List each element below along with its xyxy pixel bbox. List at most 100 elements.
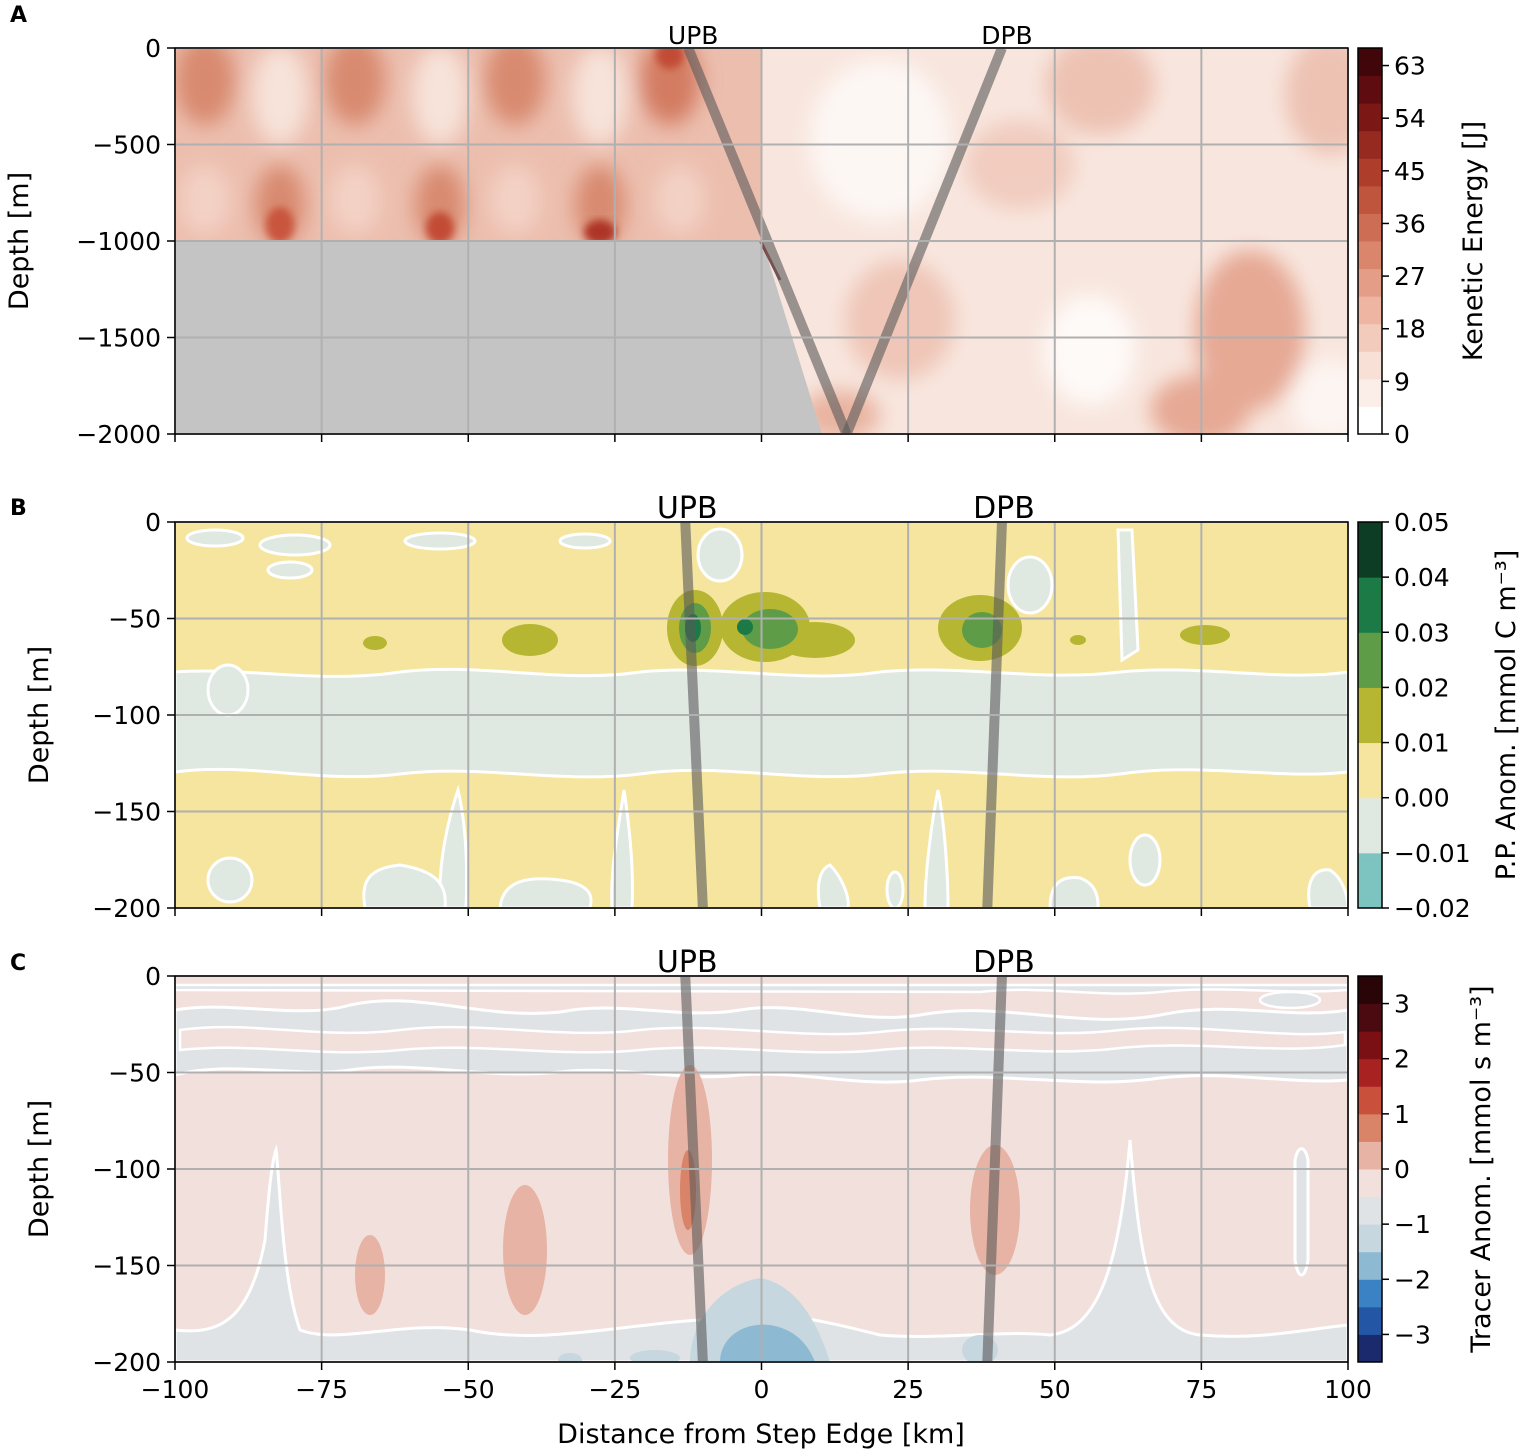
- colorbar-swatch: [1358, 241, 1382, 270]
- colorbar-tick-label: −0.01: [1394, 839, 1471, 868]
- ytick-label: −500: [92, 131, 161, 160]
- colorbar-swatch: [1358, 75, 1382, 104]
- colorbar-swatch: [1358, 406, 1382, 435]
- xtick-label: 100: [1324, 1375, 1372, 1404]
- colorbar-tick-label: 63: [1394, 52, 1426, 81]
- colorbar-swatch: [1358, 1086, 1382, 1115]
- colorbar-swatch: [1358, 1334, 1382, 1363]
- panel-b-ylabel: Depth [m]: [24, 646, 55, 784]
- ytick-label: −2000: [76, 420, 161, 449]
- beam-label-upb: UPB: [668, 21, 719, 50]
- colorbar-tick-label: −3: [1394, 1320, 1431, 1349]
- xtick-label: 25: [892, 1375, 924, 1404]
- panel-a-label: A: [10, 3, 27, 28]
- colorbar-tick-label: 0.03: [1394, 618, 1450, 647]
- colorbar-swatch: [1358, 323, 1382, 352]
- colorbar-swatch: [1358, 1169, 1382, 1198]
- ytick-label: −100: [92, 1155, 161, 1184]
- panel-b-colorbar-label: P.P. Anom. [mmol C m⁻³]: [1491, 550, 1522, 881]
- colorbar-tick-label: 2: [1394, 1045, 1410, 1074]
- colorbar-tick-label: 36: [1394, 209, 1426, 238]
- panel-a-colorbar: [1357, 47, 1383, 435]
- ytick-label: −150: [92, 798, 161, 827]
- beam-label-dpb: DPB: [973, 945, 1035, 980]
- colorbar-swatch: [1358, 687, 1382, 744]
- panel-c-xlabel: Distance from Step Edge [km]: [557, 1419, 965, 1450]
- colorbar-tick-label: 18: [1394, 315, 1426, 344]
- panel-b-label: B: [10, 496, 27, 521]
- colorbar-tick-label: 3: [1394, 990, 1410, 1019]
- colorbar-swatch: [1358, 1279, 1382, 1308]
- colorbar-swatch: [1358, 185, 1382, 214]
- colorbar-swatch: [1358, 632, 1382, 688]
- colorbar-tick-label: 0.01: [1394, 729, 1450, 758]
- colorbar-swatch: [1358, 742, 1382, 799]
- ytick-label: −100: [92, 701, 161, 730]
- ytick-label: −50: [108, 605, 161, 634]
- colorbar-swatch: [1358, 1251, 1382, 1280]
- colorbar-tick-label: −2: [1394, 1265, 1431, 1294]
- colorbar-tick-label: −0.02: [1394, 894, 1471, 923]
- ytick-label: 0: [145, 962, 161, 991]
- colorbar-frame: [1357, 521, 1383, 909]
- ytick-label: −200: [92, 1348, 161, 1377]
- colorbar-tick-label: 0.04: [1394, 563, 1450, 592]
- xtick-label: −75: [295, 1375, 348, 1404]
- panel-a-colorbar-label: Kenetic Energy [J]: [1458, 121, 1489, 361]
- colorbar-tick-label: 0.05: [1394, 508, 1450, 537]
- colorbar-swatch: [1358, 852, 1382, 909]
- colorbar-tick-label: 0.00: [1394, 784, 1450, 813]
- colorbar-tick-label: 1: [1394, 1100, 1410, 1129]
- ytick-label: 0: [145, 508, 161, 537]
- colorbar-swatch: [1358, 351, 1382, 380]
- colorbar-swatch: [1358, 130, 1382, 159]
- panel-b: B: [10, 491, 1522, 923]
- ytick-label: 0: [145, 34, 161, 63]
- xtick-label: −25: [588, 1375, 641, 1404]
- panel-a-ylabel: Depth [m]: [4, 172, 35, 310]
- ytick-label: −150: [92, 1252, 161, 1281]
- colorbar-swatch: [1358, 1196, 1382, 1225]
- colorbar-swatch: [1358, 268, 1382, 297]
- panel-c-ylabel: Depth [m]: [24, 1100, 55, 1238]
- colorbar-swatch: [1358, 103, 1382, 132]
- ytick-label: −1500: [76, 324, 161, 353]
- beam-label-dpb: DPB: [981, 21, 1032, 50]
- colorbar-tick-label: 9: [1394, 367, 1410, 396]
- colorbar-swatch: [1358, 158, 1382, 187]
- colorbar-frame: [1357, 47, 1383, 435]
- colorbar-swatch: [1358, 378, 1382, 407]
- ytick-label: −50: [108, 1059, 161, 1088]
- colorbar-tick-label: 45: [1394, 157, 1426, 186]
- colorbar-swatch: [1358, 1031, 1382, 1060]
- colorbar-swatch: [1358, 522, 1382, 578]
- colorbar-swatch: [1358, 1113, 1382, 1142]
- panel-b-colorbar: [1357, 521, 1383, 909]
- colorbar-swatch: [1358, 48, 1382, 77]
- colorbar-tick-label: 27: [1394, 262, 1426, 291]
- panel-c-label: C: [10, 951, 26, 976]
- colorbar-swatch: [1358, 797, 1382, 854]
- colorbar-tick-label: 0.02: [1394, 673, 1450, 702]
- panel-a: A: [4, 3, 1489, 449]
- panel-c-colorbar-label: Tracer Anom. [mmol s m⁻³]: [1466, 985, 1497, 1353]
- colorbar-swatch: [1358, 1306, 1382, 1335]
- xtick-label: −100: [141, 1375, 210, 1404]
- colorbar-swatch: [1358, 976, 1382, 1005]
- colorbar-swatch: [1358, 1058, 1382, 1087]
- xtick-label: 0: [754, 1375, 770, 1404]
- colorbar-tick-label: −1: [1394, 1210, 1431, 1239]
- xtick-label: 50: [1039, 1375, 1071, 1404]
- xtick-label: −50: [442, 1375, 495, 1404]
- colorbar-swatch: [1358, 1141, 1382, 1170]
- colorbar-tick-label: 0: [1394, 420, 1410, 449]
- panel-c-colorbar: [1357, 975, 1383, 1363]
- colorbar-swatch: [1358, 213, 1382, 242]
- ytick-label: −1000: [76, 227, 161, 256]
- xtick-label: 75: [1185, 1375, 1217, 1404]
- colorbar-tick-label: 0: [1394, 1155, 1410, 1184]
- colorbar-swatch: [1358, 577, 1382, 633]
- beam-label-upb: UPB: [657, 491, 718, 526]
- panel-c: C: [10, 945, 1497, 1450]
